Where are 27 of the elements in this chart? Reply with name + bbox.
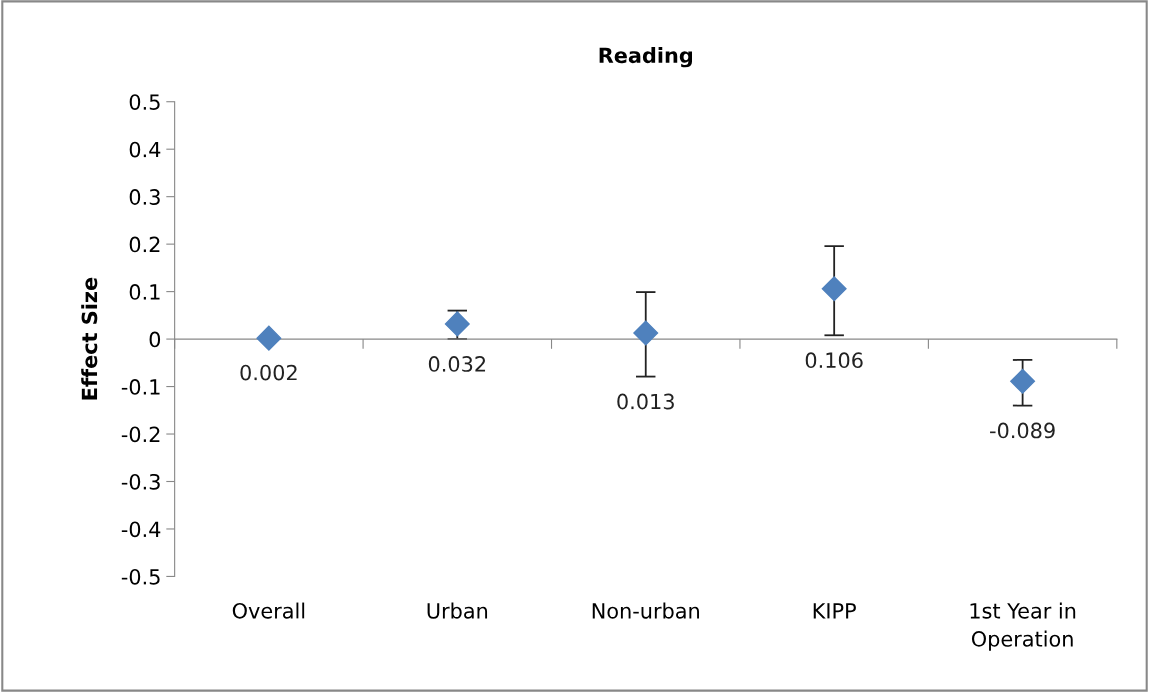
chart-title: Reading <box>599 47 692 68</box>
data-label: 0.106 <box>805 352 863 369</box>
x-tick-label: Non-urban <box>592 602 699 619</box>
x-tick-label: 1st Year in Operation <box>970 602 1076 651</box>
y-tick-label: -0.3 <box>121 473 160 490</box>
y-tick-label: -0.2 <box>121 426 160 443</box>
y-tick-label: -0.1 <box>121 379 160 395</box>
y-axis-title: Effect Size <box>81 277 98 400</box>
data-label: 0.002 <box>240 364 297 381</box>
point <box>821 276 847 302</box>
data-label: 0.013 <box>617 393 674 410</box>
y-tick-label: 0.5 <box>129 94 160 110</box>
y-tick-label: 0 <box>149 331 161 348</box>
data-label: 0.032 <box>428 356 486 372</box>
x-tick-label: KIPP <box>813 603 856 619</box>
y-tick-label: -0.5 <box>121 568 160 585</box>
y-tick-label: 0.3 <box>129 189 160 205</box>
data-label: -0.089 <box>990 422 1055 439</box>
y-tick-label: 0.4 <box>129 141 161 158</box>
point <box>1010 368 1036 394</box>
y-tick-label: 0.1 <box>129 284 160 300</box>
x-tick-label: Overall <box>232 602 305 619</box>
point <box>633 320 659 346</box>
point <box>256 325 282 351</box>
y-tick-label: 0.2 <box>129 236 160 253</box>
x-tick-label: Urban <box>427 602 488 619</box>
y-tick-label: -0.4 <box>121 521 161 538</box>
